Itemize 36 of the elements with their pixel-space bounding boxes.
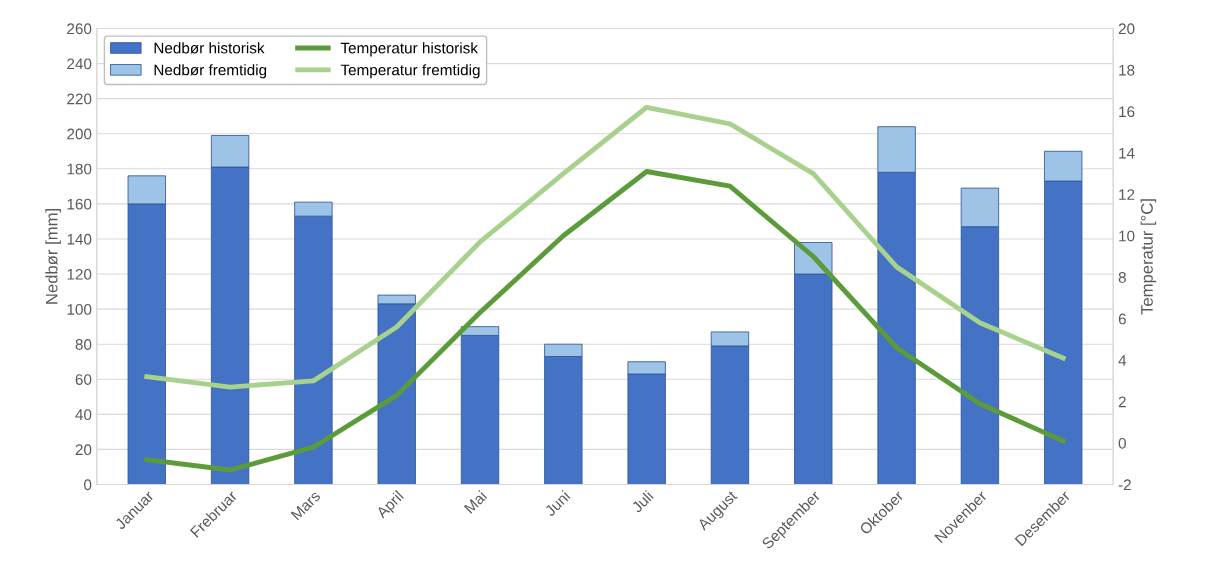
y-axis-title: Nedbør [mm] <box>45 209 61 304</box>
y-tick-label: 60 <box>75 374 92 385</box>
y-tick-label: 100 <box>67 303 92 315</box>
y-tick-label: 40 <box>75 409 92 421</box>
y-tick-label: 220 <box>67 93 92 105</box>
y2-tick-label: 14 <box>1119 147 1135 159</box>
y-tick-label: 200 <box>67 128 92 140</box>
x-tick-label: Mai <box>463 490 488 514</box>
y2-tick-label: 12 <box>1119 189 1135 200</box>
y2-axis-title: Temperatur [°C] <box>1140 199 1157 315</box>
line-series <box>144 169 1066 473</box>
y2-tick-label: 16 <box>1119 106 1135 118</box>
y2-tick-label: 18 <box>1119 64 1135 76</box>
y-tick-label: 80 <box>75 339 92 350</box>
legend-label: Nedbør fremtidig <box>154 64 267 79</box>
legend-label: Nedbør historisk <box>154 42 265 54</box>
y-tick-label: 240 <box>67 58 92 70</box>
y2-tick-label: 6 <box>1118 313 1126 325</box>
legend-label: Temperatur fremtidig <box>340 64 480 79</box>
y2-tick-label: 10 <box>1119 230 1135 242</box>
y-tick-label: 20 <box>75 444 92 456</box>
y2-tick-label: 0 <box>1118 437 1126 449</box>
y-tick-label: 260 <box>67 23 92 35</box>
legend-label: Temperatur historisk <box>340 42 478 57</box>
x-tick-label: Juli <box>630 490 654 514</box>
y-tick-label: 180 <box>67 163 92 175</box>
y-tick-label: 160 <box>67 198 92 210</box>
y-tick-label: 120 <box>67 268 92 280</box>
y2-tick-label: 2 <box>1118 396 1126 408</box>
y2-tick-label: 4 <box>1118 355 1127 366</box>
y-tick-label: 140 <box>67 233 92 245</box>
line-series <box>144 104 1066 390</box>
y2-tick-label: -2 <box>1118 479 1131 491</box>
y2-tick-label: 20 <box>1118 23 1135 35</box>
y2-tick-label: 8 <box>1118 272 1126 283</box>
y-tick-label: 0 <box>84 479 92 491</box>
